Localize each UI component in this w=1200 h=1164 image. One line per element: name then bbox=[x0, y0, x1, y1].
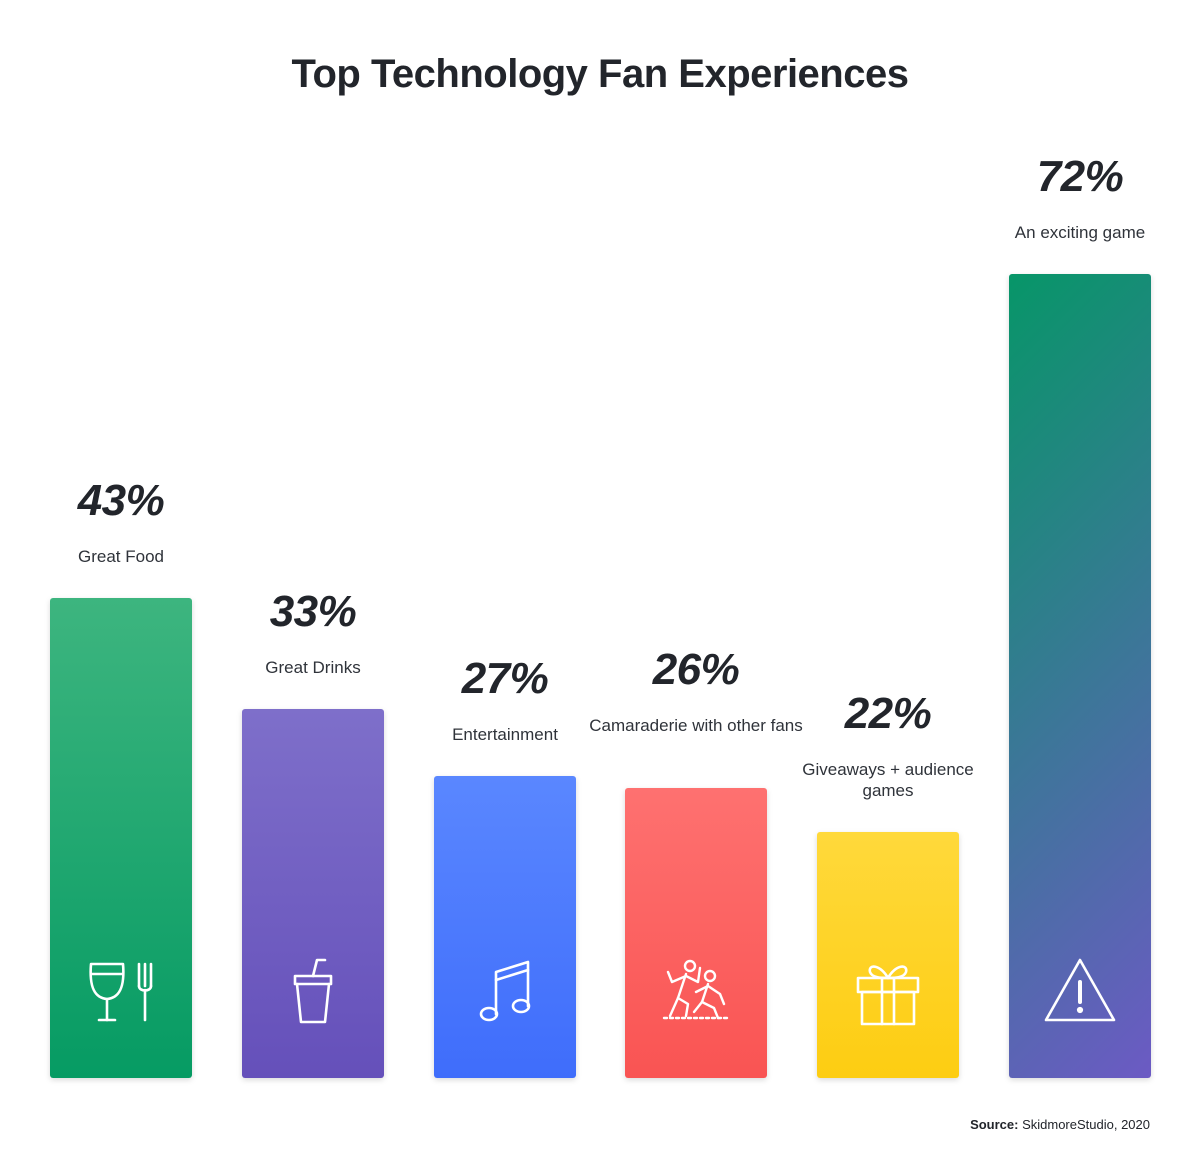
warning-icon bbox=[1040, 952, 1120, 1032]
bar bbox=[1009, 274, 1151, 1078]
data-label: 43% bbox=[77, 476, 165, 525]
bar bbox=[817, 832, 959, 1078]
source-text: SkidmoreStudio, 2020 bbox=[1018, 1117, 1150, 1132]
bar-column: 43% Great Food bbox=[50, 0, 192, 1164]
bar-label: Great Food bbox=[78, 547, 164, 566]
utensils-icon bbox=[81, 952, 161, 1032]
source-note: Source: SkidmoreStudio, 2020 bbox=[970, 1117, 1150, 1132]
music-note-icon bbox=[465, 952, 545, 1032]
chart-title: Top Technology Fan Experiences bbox=[291, 52, 909, 96]
bar bbox=[242, 709, 384, 1078]
source-prefix: Source: bbox=[970, 1117, 1019, 1132]
bar-label: An exciting game bbox=[1014, 223, 1146, 242]
fans-celebrating-icon bbox=[656, 952, 736, 1032]
bar-label: Great Drinks bbox=[265, 658, 361, 677]
data-label: 72% bbox=[1036, 152, 1124, 201]
bar-column: 33% Great Drinks bbox=[242, 0, 384, 1164]
bar-column: 27% Entertainment bbox=[434, 0, 576, 1164]
data-label: 33% bbox=[269, 587, 357, 636]
bar-label: Giveaways + audience games bbox=[802, 760, 974, 800]
data-label: 27% bbox=[461, 654, 549, 703]
bar bbox=[50, 598, 192, 1078]
gift-icon bbox=[848, 952, 928, 1032]
data-label: 22% bbox=[844, 689, 932, 738]
drink-cup-icon bbox=[273, 952, 353, 1032]
bar-label: Entertainment bbox=[452, 725, 558, 744]
bar bbox=[625, 788, 767, 1078]
data-label: 26% bbox=[652, 645, 740, 694]
bar-column: 22% Giveaways + audience games bbox=[802, 0, 974, 1164]
bar-column: 72% An exciting game bbox=[1009, 0, 1151, 1164]
bar-column: 26% Camaraderie with other fans bbox=[589, 0, 803, 1164]
bar bbox=[434, 776, 576, 1078]
bar-label: Camaraderie with other fans bbox=[589, 716, 803, 735]
